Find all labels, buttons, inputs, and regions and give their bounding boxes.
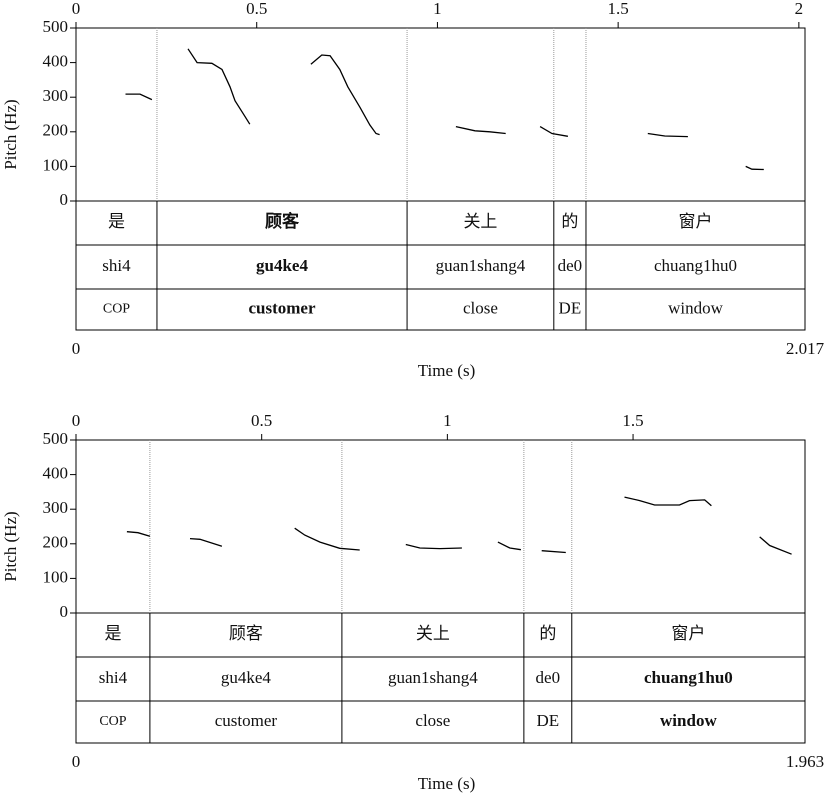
tier-label: 关上	[463, 212, 497, 231]
tier-label: gu4ke4	[256, 256, 308, 275]
y-tick-label: 500	[43, 17, 69, 36]
tier-label: 窗户	[678, 212, 712, 231]
plot-frame	[75, 439, 806, 744]
tier-label: guan1shang4	[388, 668, 478, 687]
tier-label: 的	[539, 624, 556, 643]
tier-label: DE	[559, 298, 582, 317]
tier-label: 是	[108, 212, 125, 231]
tier-label: shi4	[102, 256, 131, 275]
y-axis-label: Pitch (Hz)	[1, 511, 20, 581]
tier-label: shi4	[99, 668, 128, 687]
tier-label: de0	[558, 256, 583, 275]
plot-frame	[75, 27, 806, 331]
tier-label: 是	[104, 624, 121, 643]
x-range-label: 0	[72, 339, 81, 358]
x-tick-label: 0.5	[251, 411, 272, 430]
x-range-label: 2.017	[786, 339, 825, 358]
x-tick-label: 2	[795, 0, 804, 18]
y-tick-label: 0	[60, 602, 69, 621]
tier-label: COP	[103, 302, 130, 317]
tier-label: 窗户	[671, 624, 705, 643]
x-tick-label: 1	[443, 411, 452, 430]
x-axis-label: Time (s)	[418, 774, 475, 793]
tier-label: DE	[536, 711, 559, 730]
tier-label: gu4ke4	[221, 668, 272, 687]
y-axis-label: Pitch (Hz)	[1, 99, 20, 169]
y-tick-label: 400	[43, 52, 69, 71]
tier-label: customer	[215, 711, 278, 730]
tier-label: COP	[99, 714, 126, 729]
x-tick-label: 0	[72, 0, 81, 18]
x-axis-label: Time (s)	[418, 361, 475, 380]
y-tick-label: 200	[43, 121, 69, 140]
x-tick-label: 0	[72, 411, 81, 430]
y-tick-label: 200	[43, 533, 69, 552]
x-tick-label: 0.5	[246, 0, 267, 18]
x-range-label: 1.963	[786, 752, 824, 771]
y-tick-label: 400	[43, 464, 69, 483]
y-tick-label: 300	[43, 86, 69, 105]
tier-label: guan1shang4	[436, 256, 526, 275]
x-range-label: 0	[72, 752, 81, 771]
pitch-contour	[126, 496, 792, 555]
tier-label: 的	[561, 212, 578, 231]
tier-label: close	[415, 711, 450, 730]
y-tick-label: 100	[43, 567, 69, 586]
tier-label: window	[668, 298, 724, 317]
tier-label: window	[660, 711, 717, 730]
y-tick-label: 100	[43, 155, 69, 174]
tier-label: close	[463, 298, 498, 317]
pitch-contour	[125, 48, 764, 171]
tier-label: chuang1hu0	[654, 256, 737, 275]
y-tick-label: 500	[43, 429, 69, 448]
y-tick-label: 300	[43, 498, 69, 517]
tier-label: de0	[536, 668, 561, 687]
tier-label: customer	[248, 298, 315, 317]
tier-label: 关上	[416, 624, 450, 643]
x-tick-label: 1.5	[608, 0, 629, 18]
x-tick-label: 1	[433, 0, 442, 18]
tier-label: chuang1hu0	[644, 668, 733, 687]
x-tick-label: 1.5	[622, 411, 643, 430]
tier-label: 顾客	[265, 211, 300, 231]
tier-label: 顾客	[229, 624, 263, 643]
y-tick-label: 0	[60, 190, 69, 209]
